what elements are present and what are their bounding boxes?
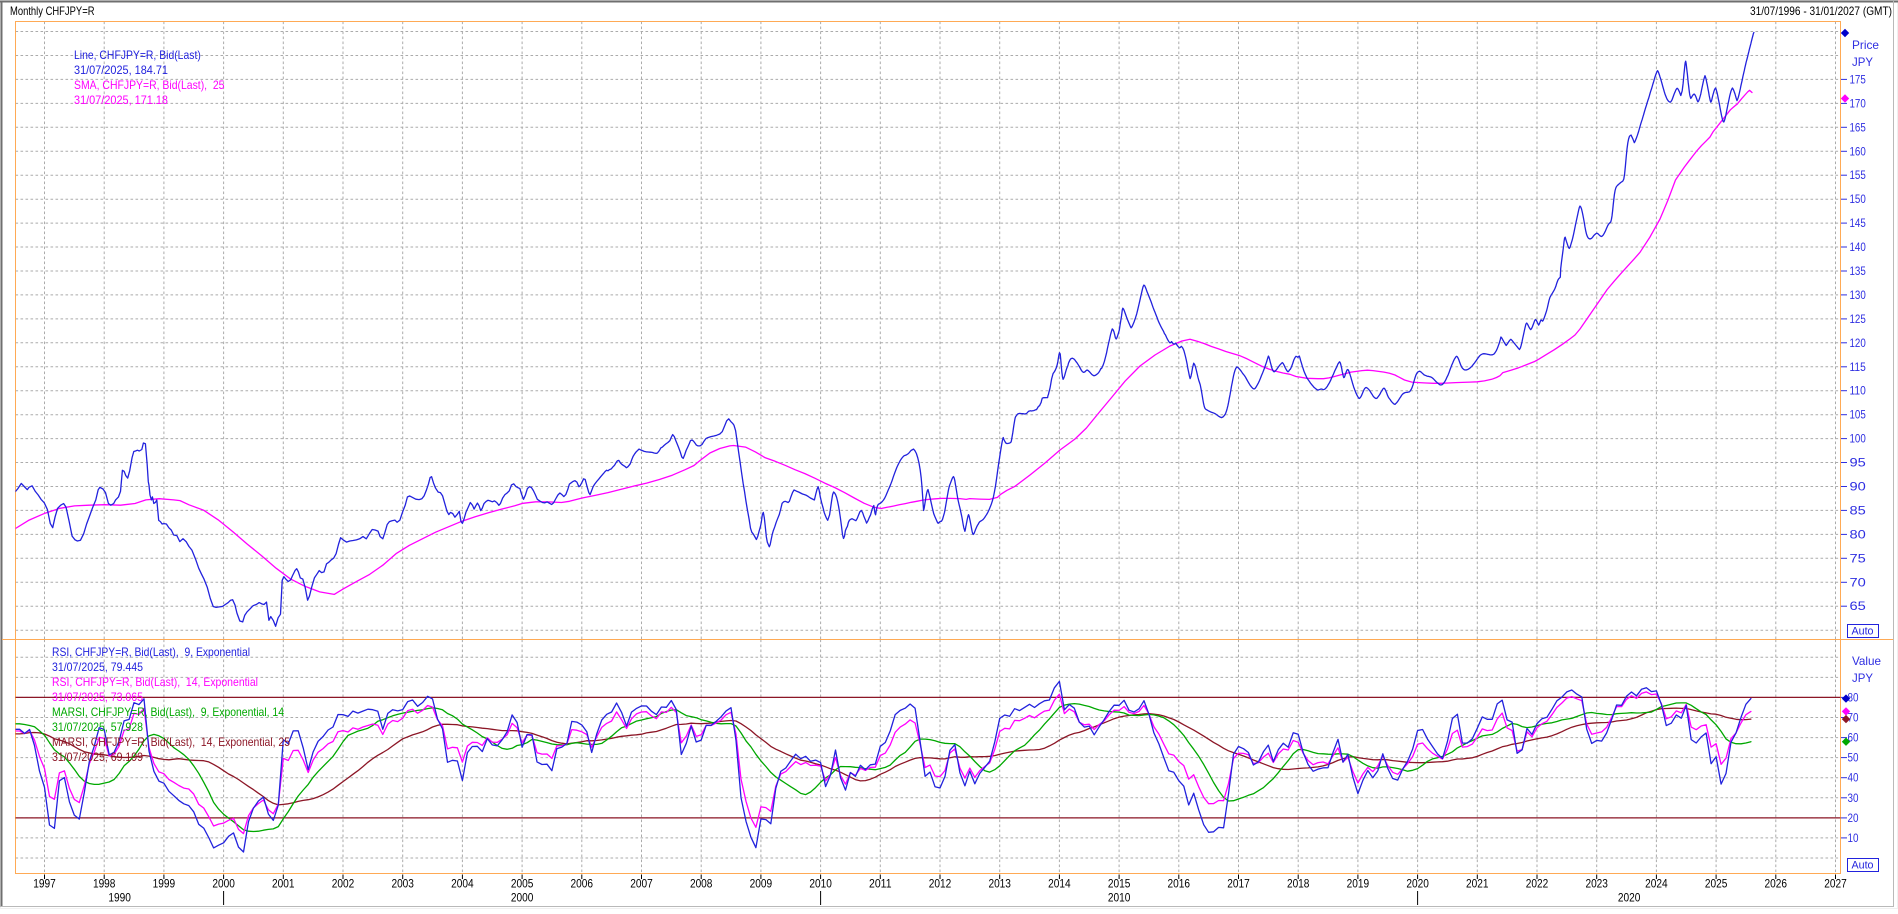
svg-text:MARSI, CHFJPY=R, Bid(Last), 1: MARSI, CHFJPY=R, Bid(Last), 14, Exponent… (52, 735, 290, 749)
svg-text:2002: 2002 (332, 877, 355, 891)
svg-text:135: 135 (1850, 264, 1867, 278)
svg-text:31/07/1996 - 31/01/2027 (GMT): 31/07/1996 - 31/01/2027 (GMT) (1750, 4, 1892, 18)
svg-text:31/07/2025, 79.445: 31/07/2025, 79.445 (52, 660, 143, 674)
svg-text:JPY: JPY (1852, 55, 1873, 69)
svg-text:Value: Value (1852, 654, 1881, 668)
svg-text:2010: 2010 (1108, 891, 1131, 905)
svg-text:70: 70 (1848, 711, 1859, 725)
svg-text:MARSI, CHFJPY=R, Bid(Last), 9: MARSI, CHFJPY=R, Bid(Last), 9, Exponenti… (52, 705, 284, 719)
svg-text:2009: 2009 (750, 877, 773, 891)
svg-text:1997: 1997 (33, 877, 56, 891)
svg-text:2000: 2000 (212, 877, 235, 891)
svg-text:145: 145 (1850, 216, 1867, 230)
svg-text:Line, CHFJPY=R, Bid(Last): Line, CHFJPY=R, Bid(Last) (74, 48, 201, 62)
svg-text:2001: 2001 (272, 877, 295, 891)
svg-text:110: 110 (1850, 384, 1867, 398)
svg-text:70: 70 (1850, 575, 1867, 589)
svg-text:2025: 2025 (1705, 877, 1728, 891)
svg-text:2022: 2022 (1526, 877, 1549, 891)
svg-text:2017: 2017 (1227, 877, 1250, 891)
svg-text:90: 90 (1850, 480, 1867, 494)
svg-text:2005: 2005 (511, 877, 534, 891)
svg-text:2026: 2026 (1765, 877, 1788, 891)
svg-text:165: 165 (1850, 120, 1867, 134)
svg-text:RSI, CHFJPY=R, Bid(Last), 9,: RSI, CHFJPY=R, Bid(Last), 9, Exponential (52, 645, 250, 659)
svg-text:2004: 2004 (451, 877, 474, 891)
svg-text:2024: 2024 (1645, 877, 1668, 891)
svg-text:31/07/2025, 73.065: 31/07/2025, 73.065 (52, 690, 143, 704)
svg-text:2021: 2021 (1466, 877, 1489, 891)
svg-text:31/07/2025, 69.199: 31/07/2025, 69.199 (52, 750, 143, 764)
svg-text:Monthly CHFJPY=R: Monthly CHFJPY=R (10, 4, 95, 18)
svg-text:50: 50 (1848, 751, 1859, 765)
svg-text:60: 60 (1848, 731, 1859, 745)
svg-text:130: 130 (1850, 288, 1867, 302)
svg-text:1999: 1999 (153, 877, 176, 891)
svg-text:2020: 2020 (1406, 877, 1429, 891)
svg-text:1990: 1990 (108, 891, 131, 905)
svg-text:2003: 2003 (391, 877, 414, 891)
svg-text:105: 105 (1850, 408, 1867, 422)
svg-text:115: 115 (1850, 360, 1867, 374)
svg-text:65: 65 (1850, 599, 1867, 613)
svg-text:2014: 2014 (1048, 877, 1071, 891)
svg-text:80: 80 (1850, 527, 1867, 541)
svg-text:2007: 2007 (630, 877, 653, 891)
svg-text:175: 175 (1850, 72, 1867, 86)
svg-text:2011: 2011 (869, 877, 892, 891)
svg-text:10: 10 (1848, 831, 1859, 845)
svg-text:2015: 2015 (1108, 877, 1131, 891)
svg-text:Auto: Auto (1852, 860, 1874, 872)
svg-text:155: 155 (1850, 168, 1867, 182)
svg-text:80: 80 (1848, 690, 1859, 704)
svg-text:2006: 2006 (571, 877, 594, 891)
svg-text:Price: Price (1852, 38, 1879, 52)
svg-text:2016: 2016 (1168, 877, 1191, 891)
svg-text:2013: 2013 (988, 877, 1011, 891)
svg-text:Auto: Auto (1852, 626, 1874, 638)
svg-text:2023: 2023 (1585, 877, 1608, 891)
svg-text:2010: 2010 (809, 877, 832, 891)
svg-text:SMA, CHFJPY=R, Bid(Last), 25: SMA, CHFJPY=R, Bid(Last), 25 (74, 78, 225, 92)
svg-text:2008: 2008 (690, 877, 713, 891)
svg-text:2018: 2018 (1287, 877, 1310, 891)
svg-text:100: 100 (1850, 432, 1867, 446)
svg-text:2020: 2020 (1618, 891, 1641, 905)
svg-text:31/07/2025, 184.71: 31/07/2025, 184.71 (74, 63, 168, 77)
svg-text:2000: 2000 (511, 891, 534, 905)
svg-text:85: 85 (1850, 503, 1867, 517)
svg-text:125: 125 (1850, 312, 1867, 326)
svg-text:2019: 2019 (1347, 877, 1370, 891)
svg-text:160: 160 (1850, 144, 1867, 158)
svg-text:1998: 1998 (93, 877, 116, 891)
svg-text:2012: 2012 (929, 877, 952, 891)
svg-text:95: 95 (1850, 456, 1867, 470)
svg-text:75: 75 (1850, 551, 1867, 565)
svg-text:170: 170 (1850, 96, 1867, 110)
svg-text:JPY: JPY (1852, 671, 1873, 685)
svg-text:120: 120 (1850, 336, 1867, 350)
svg-text:2027: 2027 (1824, 877, 1847, 891)
svg-text:20: 20 (1848, 811, 1859, 825)
svg-text:140: 140 (1850, 240, 1867, 254)
svg-text:40: 40 (1848, 771, 1859, 785)
svg-text:150: 150 (1850, 192, 1867, 206)
svg-text:RSI, CHFJPY=R, Bid(Last), 14,: RSI, CHFJPY=R, Bid(Last), 14, Exponentia… (52, 675, 258, 689)
svg-text:31/07/2025, 57.928: 31/07/2025, 57.928 (52, 720, 143, 734)
svg-text:30: 30 (1848, 791, 1859, 805)
svg-text:31/07/2025, 171.18: 31/07/2025, 171.18 (74, 93, 168, 107)
